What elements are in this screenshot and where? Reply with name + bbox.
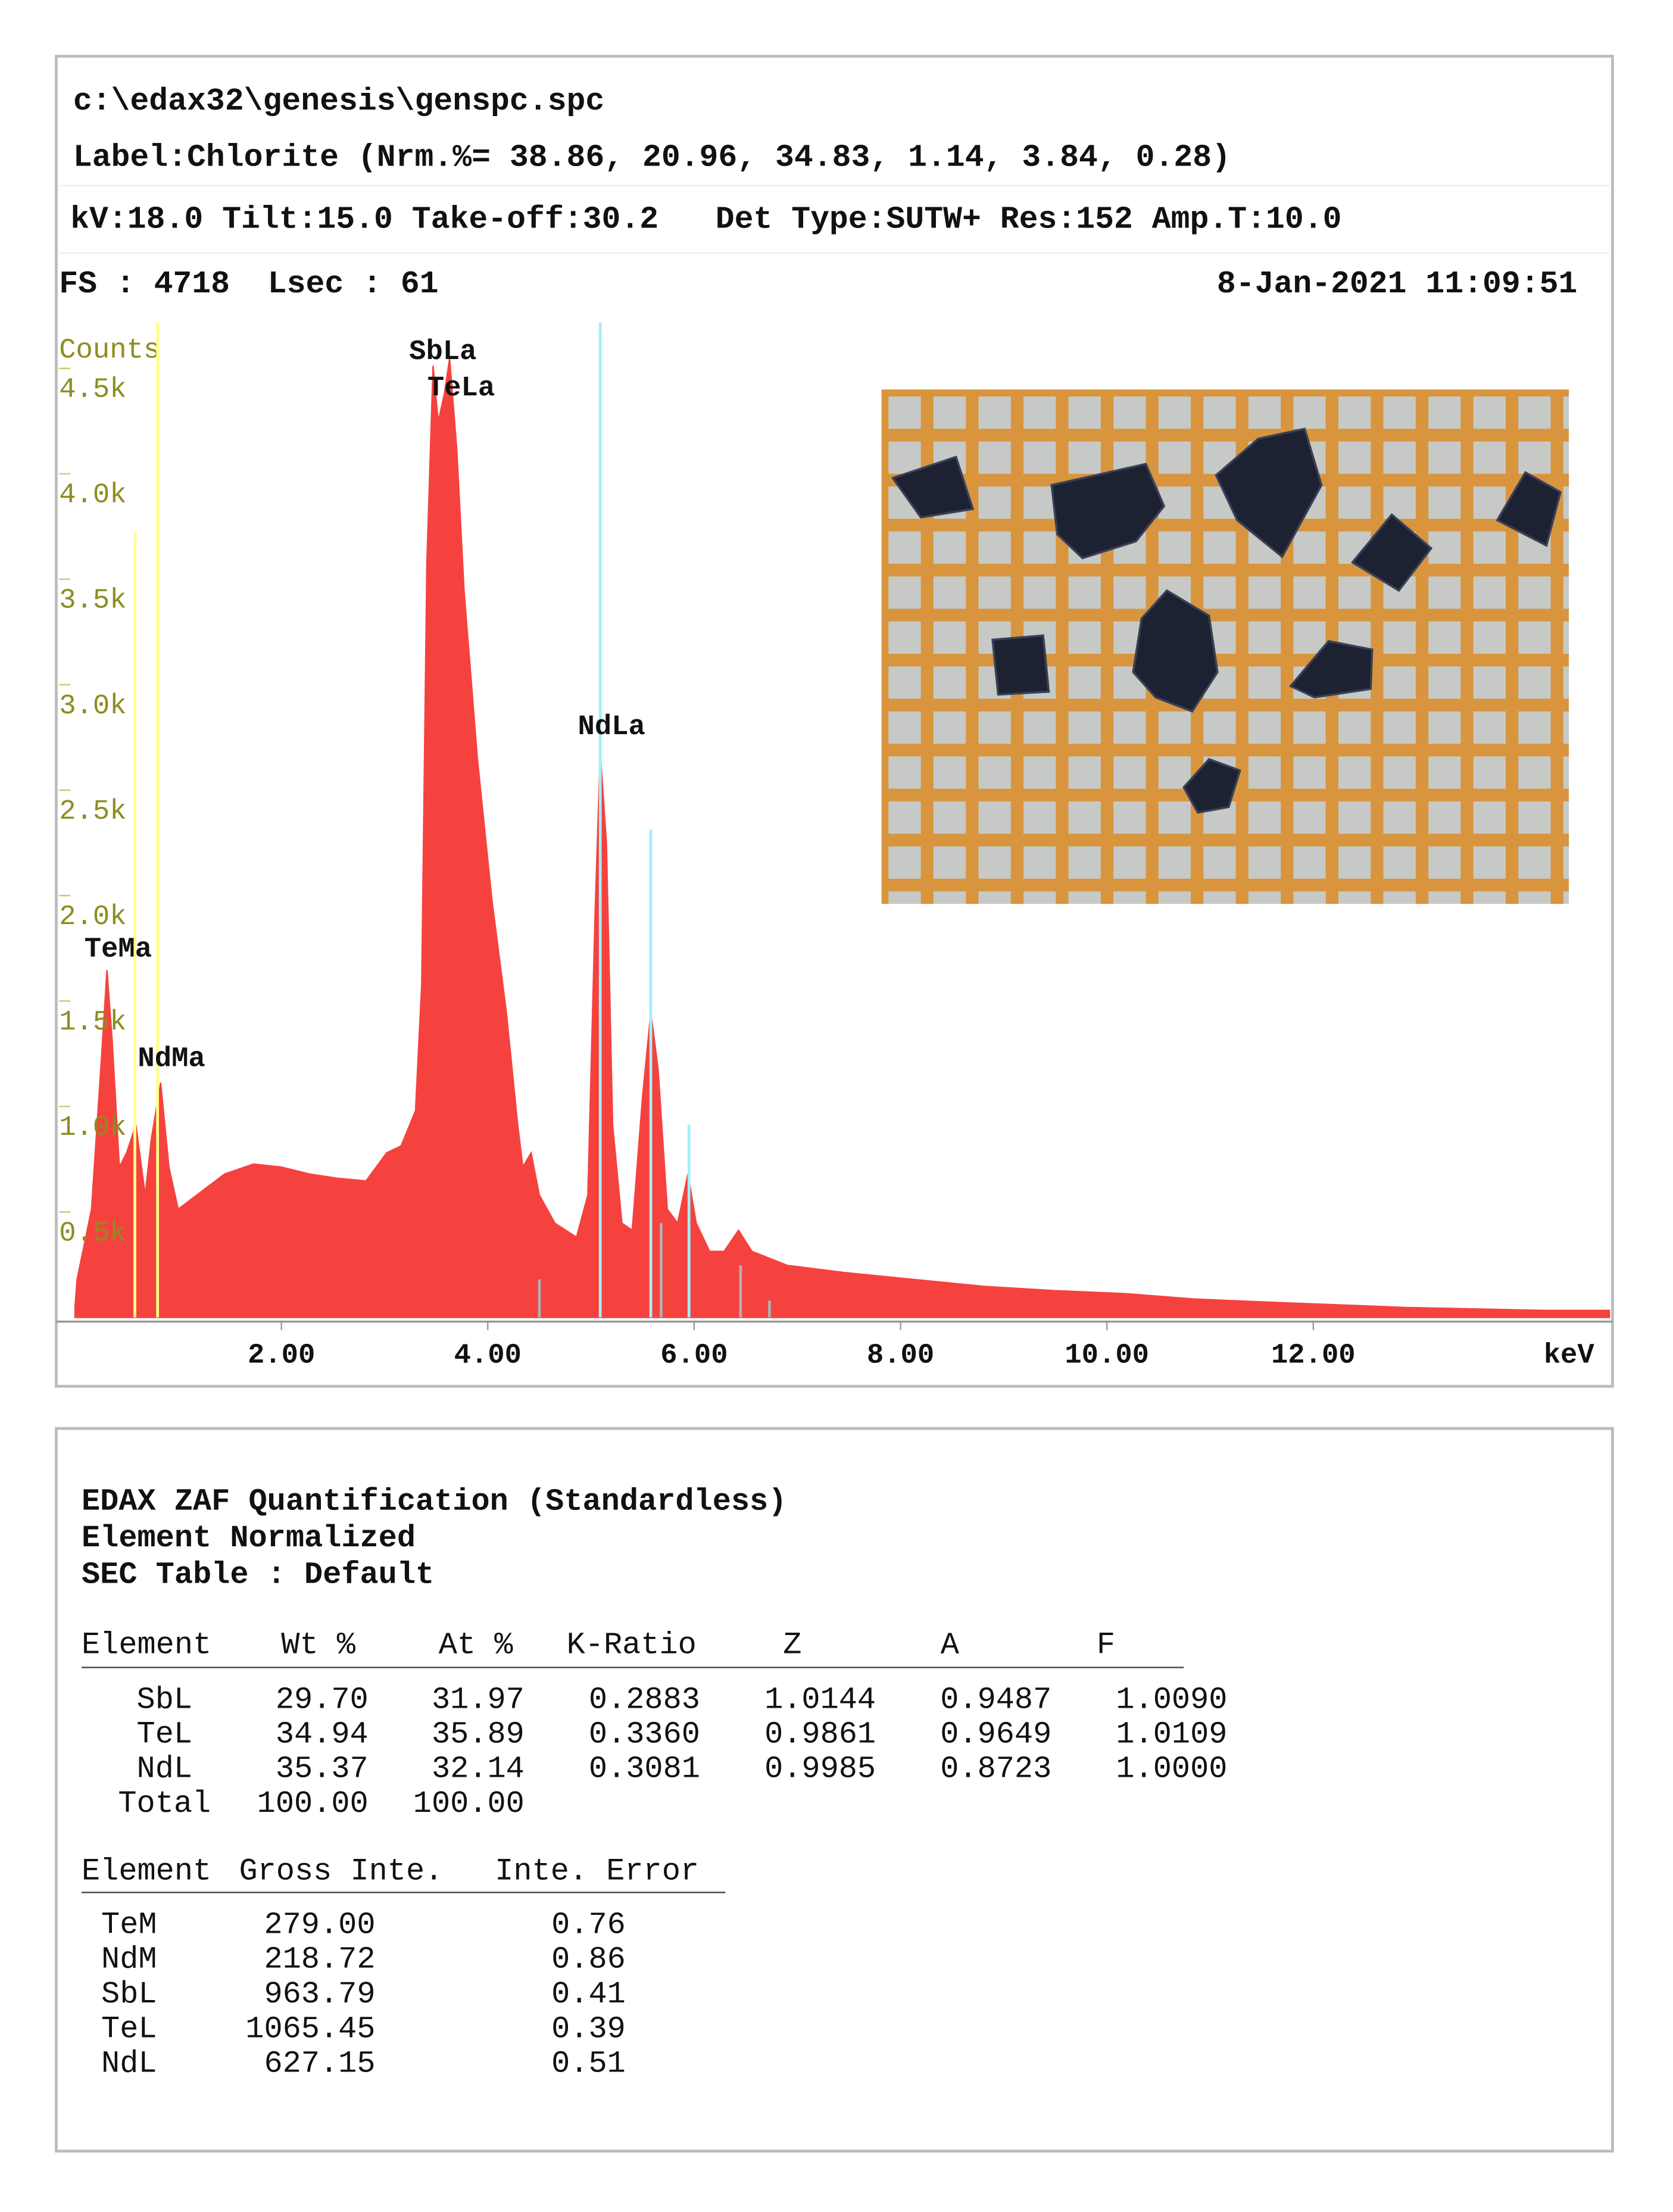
y-tick-label: 0.5k: [59, 1218, 126, 1249]
quant-table: EDAX ZAF Quantification (Standardless)El…: [82, 1484, 1227, 2082]
y-axis-label: Counts: [59, 335, 160, 366]
x-tick-label: 6.00: [660, 1340, 728, 1372]
y-tick-label: 4.5k: [59, 375, 126, 406]
table-cell: SbL: [101, 1977, 157, 2012]
table-cell: 1.0109: [1116, 1717, 1227, 1752]
column-header: Element: [82, 1854, 211, 1889]
y-tick-label: 3.5k: [59, 585, 126, 617]
table-cell: 627.15: [264, 2046, 375, 2082]
table-cell: 1065.45: [245, 2011, 375, 2046]
full-scale: FS : 4718 Lsec : 61: [59, 266, 438, 302]
column-header: Wt %: [281, 1627, 356, 1662]
peak-label: TeLa: [427, 373, 495, 404]
x-axis-label: keV: [1544, 1340, 1595, 1372]
x-tick-label: 2.00: [248, 1340, 315, 1372]
table-cell: TeL: [137, 1717, 193, 1752]
column-header: Gross Inte.: [239, 1854, 443, 1889]
table-cell: 0.86: [551, 1942, 626, 1977]
sec-table: SEC Table : Default: [82, 1557, 434, 1592]
table-cell: 0.39: [551, 2011, 626, 2046]
column-header: A: [941, 1627, 960, 1662]
quant-panel: [55, 1427, 1614, 2153]
table-cell: 963.79: [264, 1977, 375, 2012]
peak-label: TeMa: [85, 934, 152, 965]
table-cell: 35.89: [432, 1717, 525, 1752]
quant-title: EDAX ZAF Quantification (Standardless): [82, 1484, 786, 1520]
y-tick-label: 4.0k: [59, 480, 126, 511]
table-cell: 32.14: [432, 1752, 525, 1787]
table-cell: 1.0000: [1116, 1752, 1227, 1787]
table-cell: 34.94: [276, 1717, 369, 1752]
peak-label: SbLa: [409, 336, 476, 368]
x-tick-label: 8.00: [867, 1340, 934, 1372]
table-cell: Total: [118, 1786, 211, 1821]
table-cell: 0.9985: [764, 1752, 876, 1787]
table-cell: 279.00: [264, 1907, 375, 1942]
table-cell: 0.3081: [589, 1752, 700, 1787]
table-cell: 100.00: [257, 1786, 369, 1821]
sample-photo: [881, 389, 1569, 904]
table-cell: 0.76: [551, 1907, 626, 1942]
table-cell: 35.37: [276, 1752, 369, 1787]
table-cell: 0.9487: [940, 1683, 1051, 1718]
column-header: F: [1097, 1627, 1115, 1662]
table-cell: TeM: [101, 1907, 157, 1942]
table-cell: NdL: [137, 1752, 193, 1787]
x-tick-label: 4.00: [454, 1340, 522, 1372]
peak-label: NdMa: [138, 1044, 205, 1075]
table-cell: 0.2883: [589, 1683, 700, 1718]
x-tick-label: 10.00: [1065, 1340, 1149, 1372]
column-header: At %: [439, 1627, 514, 1662]
column-header: Z: [783, 1627, 801, 1662]
column-header: K-Ratio: [567, 1627, 697, 1662]
table-cell: NdM: [101, 1942, 157, 1977]
quant-subtitle: Element Normalized: [82, 1521, 416, 1556]
table-cell: SbL: [137, 1683, 193, 1718]
table-cell: 100.00: [413, 1786, 525, 1821]
table-cell: TeL: [101, 2011, 157, 2046]
column-header: Inte. Error: [495, 1854, 699, 1889]
y-tick-label: 2.5k: [59, 796, 126, 828]
table-cell: 0.9861: [764, 1717, 876, 1752]
table-cell: 0.9649: [940, 1717, 1051, 1752]
table-cell: 1.0144: [764, 1683, 876, 1718]
table-cell: 218.72: [264, 1942, 375, 1977]
y-tick-label: 1.0k: [59, 1112, 126, 1144]
table-cell: 0.41: [551, 1977, 626, 2012]
table-cell: 1.0090: [1116, 1683, 1227, 1718]
table-cell: 0.8723: [940, 1752, 1051, 1787]
y-tick-label: 1.5k: [59, 1007, 126, 1038]
table-cell: 0.3360: [589, 1717, 700, 1752]
settings: kV:18.0 Tilt:15.0 Take-off:30.2 Det Type…: [70, 201, 1341, 237]
table-cell: 31.97: [432, 1683, 525, 1718]
plot: Counts keV 0.5k 1.0k 1.5k 2.0k 2.5k 3.0k 3.5k 4.0…: [56, 322, 1613, 1372]
y-tick-label: 3.0k: [59, 691, 126, 722]
file-path: c:\edax32\genesis\genspc.spc: [73, 83, 604, 119]
peak-label: NdLa: [578, 712, 645, 743]
x-tick-label: 12.00: [1271, 1340, 1356, 1372]
sample-label: Label:Chlorite (Nrm.%= 38.86, 20.96, 34.…: [73, 139, 1231, 175]
table-cell: NdL: [101, 2046, 157, 2082]
table-cell: 29.70: [276, 1683, 369, 1718]
y-tick-label: 2.0k: [59, 901, 126, 933]
column-header: Element: [82, 1627, 211, 1662]
table-cell: 0.51: [551, 2046, 626, 2082]
spectrum-area: [74, 358, 1610, 1318]
date: 8-Jan-2021 11:09:51: [1217, 266, 1578, 302]
